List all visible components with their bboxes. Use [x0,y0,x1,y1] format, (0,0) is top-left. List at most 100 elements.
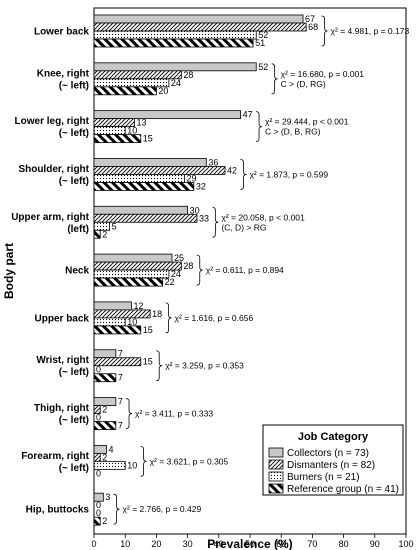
category-label: Knee, right (~ left) [37,68,90,91]
stat-annotation-line: χ² = 2.766, p = 0.429 [123,504,202,514]
bar [93,317,126,327]
bracket [126,398,133,429]
legend-entry: Reference group (n = 41) [287,484,399,495]
bar [93,174,185,183]
stat-annotation: χ² = 2.766, p = 0.429 [123,504,202,514]
value-label: 2 [102,405,107,415]
legend-swatch [268,447,284,458]
value-label: 10 [127,317,137,327]
value-label: 10 [127,126,137,136]
value-label: 42 [227,165,237,175]
category-label-line: Wrist, right [36,355,89,366]
value-label: 52 [258,30,268,40]
bar [93,357,142,367]
category-label-line: Forearm, right [21,451,89,462]
bar [93,492,104,502]
value-label: 0 [96,365,101,375]
bar [93,30,257,40]
bar [93,269,170,279]
value-label: 5 [112,221,117,231]
category-label-line: Hip, buttocks [26,505,90,516]
bar [93,158,207,167]
bar [93,213,198,223]
legend-swatch [268,471,284,482]
legend-entry: Collectors (n = 73) [287,448,369,459]
value-label: 32 [196,181,206,191]
stat-annotation: χ² = 0.611, p = 0.894 [206,265,284,275]
value-label: 68 [308,22,318,32]
value-label: 7 [118,373,123,383]
stat-annotation-line: χ² = 0.611, p = 0.894 [206,265,284,275]
value-label: 2 [102,516,107,526]
bar [93,516,101,526]
category-label-line: (~ left) [59,367,89,378]
bracket [271,63,278,95]
x-tick-label: 0 [91,539,96,549]
bar [93,373,117,383]
bar [93,349,117,359]
value-label: 24 [171,269,181,279]
value-label: 30 [190,205,200,215]
legend-title: Job Category [298,431,369,443]
bar [93,205,188,215]
stat-annotation: χ² = 20.058, p < 0.001 (C, D) > RG [221,212,305,232]
bar [93,70,182,80]
x-tick-label: 90 [370,539,380,549]
value-label: 18 [152,309,162,319]
category-label: Shoulder, right (~ left) [18,164,89,187]
stat-annotation: χ² = 1.616, p = 0.656 [175,313,254,323]
bracket [165,302,172,334]
stat-annotation-line: χ² = 3.411, p = 0.333 [135,409,213,419]
legend-box [262,424,404,496]
bar [93,325,142,335]
value-label: 7 [118,397,123,407]
legend-swatch [268,459,284,470]
category-label-line: Shoulder, right [18,164,89,175]
value-label: 52 [258,62,268,72]
category-label: Lower leg, right (~ left) [15,116,90,139]
bar [93,309,151,319]
stat-annotation: χ² = 16.680, p = 0.001 C > (D, RG) [281,69,365,89]
stat-annotation: χ² = 3.411, p = 0.333 [135,409,213,419]
x-tick-label: 40 [214,539,224,549]
stat-annotation: χ² = 3.259, p = 0.353 [165,361,244,371]
category-label: Lower back [34,27,89,38]
value-label: 33 [199,213,209,223]
x-tick-label: 20 [151,539,161,549]
bar [93,22,307,32]
value-label: 0 [96,413,101,423]
bracket [140,445,147,477]
stat-annotation-line: χ² = 3.259, p = 0.353 [165,361,244,371]
category-label: Wrist, right (~ left) [36,355,89,378]
bar [93,405,101,414]
stat-annotation: χ² = 4.981, p = 0.173 [331,26,410,36]
bar [93,397,117,406]
x-tick-label: 50 [245,539,255,549]
bar [93,452,101,462]
value-label: 47 [243,110,253,120]
x-tick-label: 70 [307,539,317,549]
category-label-line: Knee, right [37,68,90,79]
value-label: 13 [137,118,147,128]
category-label: Upper arm, right (left) [11,212,89,235]
x-tick-label: 30 [183,539,193,549]
bar [93,277,164,287]
value-label: 3 [105,492,110,502]
category-label-line: Thigh, right [34,403,90,414]
stat-annotation: χ² = 1.873, p = 0.599 [249,169,328,179]
value-label: 28 [183,261,193,271]
category-label: Forearm, right (~ left) [21,451,89,474]
bar [93,62,257,72]
value-label: 7 [118,349,123,359]
category-label-line: Lower leg, right [15,116,90,127]
category-label-line: Upper back [35,313,90,324]
bar [93,301,132,311]
value-label: 25 [174,253,184,263]
value-label: 2 [102,229,107,239]
value-label: 15 [143,325,153,335]
stat-annotation-line: χ² = 20.058, p < 0.001 [221,212,305,222]
category-label-line: (~ left) [59,176,89,187]
value-label: 67 [305,14,315,24]
x-tick-label: 10 [120,539,130,549]
